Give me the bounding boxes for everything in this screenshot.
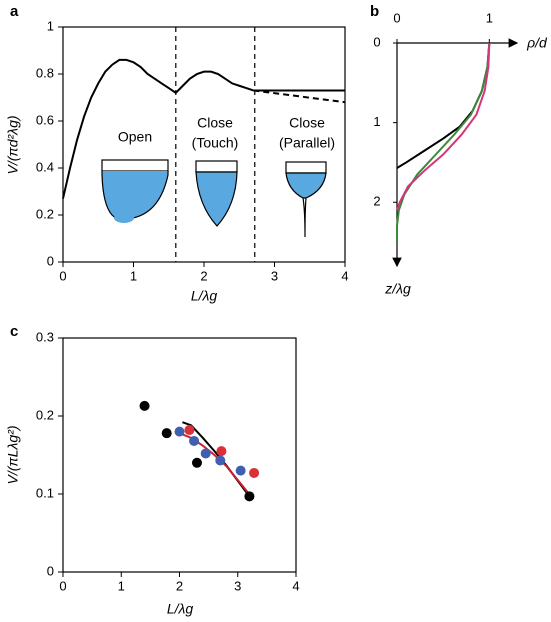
point bbox=[249, 467, 260, 478]
y-axis-label: V/(πd²λg) bbox=[5, 115, 21, 174]
point bbox=[184, 425, 195, 436]
y-tick-label: 0.6 bbox=[36, 112, 54, 127]
point bbox=[189, 435, 200, 446]
x-tick-label: 2 bbox=[200, 268, 207, 283]
curve bbox=[62, 58, 254, 199]
x-axis-label: L/λg bbox=[191, 288, 218, 304]
curve bbox=[253, 89, 346, 104]
x-tick-label: 1 bbox=[118, 578, 125, 593]
y-tick-label: 0.8 bbox=[36, 65, 54, 80]
vessel-parallel bbox=[285, 161, 327, 238]
x-axis-label: L/λg bbox=[167, 601, 194, 617]
x-tick-label: 3 bbox=[271, 268, 278, 283]
panel-letter: a bbox=[10, 3, 19, 20]
y-tick-label: 0 bbox=[373, 34, 380, 49]
y-tick-label: 0.1 bbox=[36, 485, 54, 500]
x-tick-label: 1 bbox=[486, 10, 493, 25]
y-tick-label: 0.2 bbox=[36, 206, 54, 221]
point bbox=[161, 428, 172, 439]
vessel-touch bbox=[195, 160, 238, 227]
x-tick-label: 0 bbox=[59, 268, 66, 283]
y-tick-label: 0 bbox=[47, 253, 54, 268]
x-tick-label: 2 bbox=[176, 578, 183, 593]
x-tick-label: 3 bbox=[234, 578, 241, 593]
x-tick-label: 1 bbox=[130, 268, 137, 283]
point bbox=[216, 446, 227, 457]
vessel-open bbox=[101, 159, 169, 223]
point bbox=[174, 426, 185, 437]
region-label: Close bbox=[289, 115, 325, 131]
y-tick-label: 2 bbox=[373, 194, 380, 209]
curve bbox=[396, 42, 491, 211]
point bbox=[191, 457, 202, 468]
plot-frame bbox=[62, 337, 297, 573]
panel-letter: c bbox=[10, 323, 18, 340]
point bbox=[139, 400, 150, 411]
point bbox=[235, 465, 246, 476]
region-label: (Touch) bbox=[192, 135, 239, 151]
point bbox=[200, 448, 211, 459]
x-tick-label: 4 bbox=[341, 268, 348, 283]
y-axis-label: z/λg bbox=[384, 281, 411, 297]
point bbox=[215, 455, 226, 466]
y-tick-label: 1 bbox=[47, 18, 54, 33]
y-tick-label: 0.3 bbox=[36, 329, 54, 344]
x-tick-label: 4 bbox=[292, 578, 299, 593]
y-tick-label: 0.4 bbox=[36, 159, 54, 174]
x-axis-label: ρ/d bbox=[526, 35, 548, 51]
x-tick-label: 0 bbox=[59, 578, 66, 593]
y-axis-label: V/(πLλg²) bbox=[5, 425, 21, 484]
x-tick-label: 0 bbox=[393, 10, 400, 25]
panel-letter: b bbox=[370, 3, 379, 20]
y-tick-label: 1 bbox=[373, 114, 380, 129]
point bbox=[244, 491, 255, 502]
y-tick-label: 0 bbox=[47, 563, 54, 578]
y-tick-label: 0.2 bbox=[36, 407, 54, 422]
region-label: Close bbox=[197, 115, 233, 131]
region-label: Open bbox=[118, 129, 152, 145]
curve bbox=[396, 42, 491, 243]
region-label: (Parallel) bbox=[279, 135, 335, 151]
